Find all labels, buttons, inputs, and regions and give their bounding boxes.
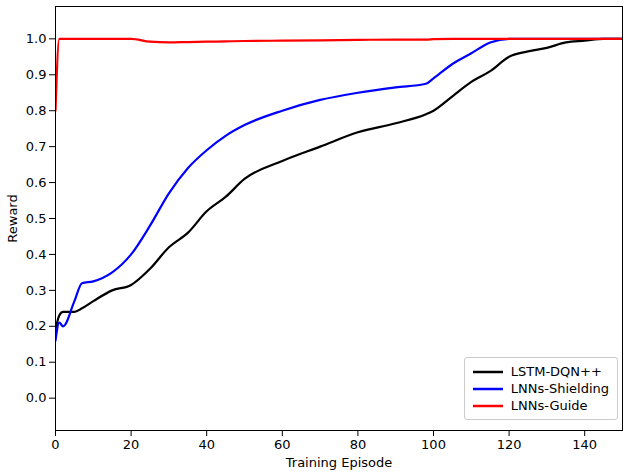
- svg-text:Training Episode: Training Episode: [285, 455, 392, 470]
- svg-text:0.9: 0.9: [26, 67, 47, 82]
- svg-text:20: 20: [123, 437, 140, 452]
- svg-text:120: 120: [497, 437, 522, 452]
- svg-text:0.0: 0.0: [26, 390, 47, 405]
- svg-text:0.5: 0.5: [26, 211, 47, 226]
- html-text:LSTM-DQN++: LSTM-DQN++: [510, 364, 602, 379]
- svg-text:Reward: Reward: [5, 194, 20, 242]
- svg-text:0.7: 0.7: [26, 139, 47, 154]
- html-text:LNNs-Shielding: LNNs-Shielding: [510, 381, 609, 396]
- svg-text:0.6: 0.6: [26, 175, 47, 190]
- svg-text:0: 0: [51, 437, 59, 452]
- svg-text:0.8: 0.8: [26, 103, 47, 118]
- svg-text:100: 100: [421, 437, 446, 452]
- svg-text:0.4: 0.4: [26, 247, 47, 262]
- svg-text:140: 140: [572, 437, 597, 452]
- html-text:LNNs-Guide: LNNs-Guide: [510, 398, 588, 413]
- svg-text:1.0: 1.0: [26, 31, 47, 46]
- svg-text:40: 40: [198, 437, 215, 452]
- svg-text:0.1: 0.1: [26, 354, 47, 369]
- svg-text:80: 80: [350, 437, 367, 452]
- svg-text:0.3: 0.3: [26, 283, 47, 298]
- svg-text:60: 60: [274, 437, 291, 452]
- svg-text:0.2: 0.2: [26, 318, 47, 333]
